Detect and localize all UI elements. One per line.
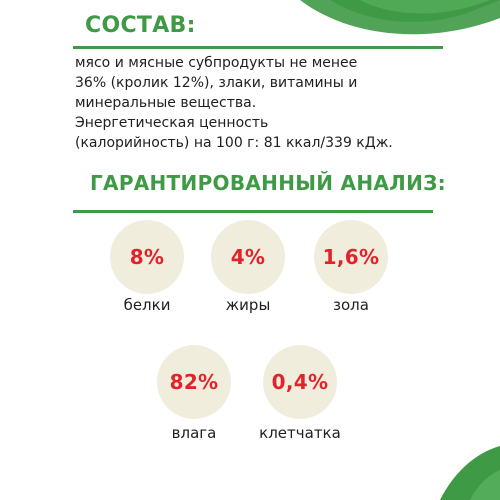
composition-text: мясо и мясные субпродукты не менее 36% (…: [75, 53, 435, 153]
fat-label: жиры: [225, 296, 271, 314]
ash-value: 1,6%: [322, 245, 380, 269]
analysis-divider: [73, 210, 433, 213]
fiber-label: клетчатка: [259, 424, 341, 442]
composition-title: СОСТАВ:: [85, 13, 196, 38]
protein-circle: 8%: [110, 220, 184, 294]
ash-label: зола: [333, 296, 369, 314]
moisture-circle: 82%: [157, 345, 231, 419]
ash-circle: 1,6%: [314, 220, 388, 294]
composition-line: минеральные вещества.: [75, 95, 257, 111]
moisture-label: влага: [171, 424, 217, 442]
fiber-value: 0,4%: [271, 370, 329, 394]
composition-line: мясо и мясные субпродукты не менее: [75, 55, 358, 71]
composition-line: Энергетическая ценность: [75, 115, 269, 131]
analysis-title: ГАРАНТИРОВАННЫЙ АНАЛИЗ:: [90, 171, 446, 195]
fiber-circle: 0,4%: [263, 345, 337, 419]
protein-label: белки: [123, 296, 171, 314]
protein-value: 8%: [129, 245, 165, 269]
moisture-value: 82%: [169, 370, 219, 394]
composition-line: (калорийность) на 100 г: 81 ккал/339 кДж…: [75, 135, 393, 151]
composition-divider: [73, 46, 443, 49]
fat-value: 4%: [230, 245, 266, 269]
composition-line: 36% (кролик 12%), злаки, витамины и: [75, 75, 358, 91]
fat-circle: 4%: [211, 220, 285, 294]
